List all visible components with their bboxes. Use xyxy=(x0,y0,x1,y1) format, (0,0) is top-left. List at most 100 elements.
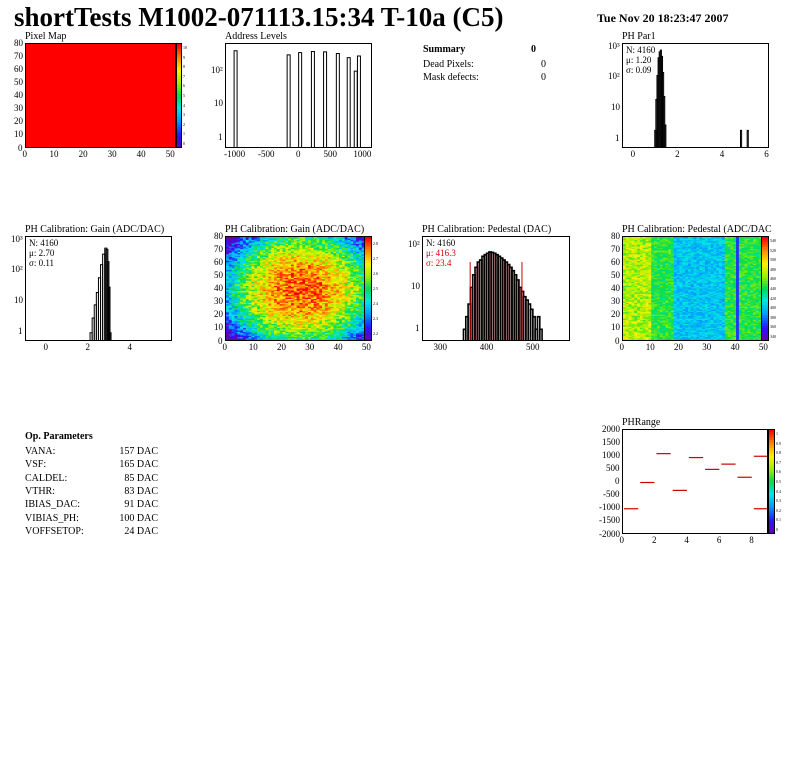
address-levels-title: Address Levels xyxy=(225,31,287,42)
y-tick-label: 70 xyxy=(14,50,23,61)
color-scale-step xyxy=(761,278,769,282)
color-scale-step xyxy=(176,85,182,89)
color-scale-step xyxy=(176,82,182,86)
color-scale-step xyxy=(176,124,182,128)
hist-bin xyxy=(538,328,543,340)
color-scale-step xyxy=(364,306,372,310)
pixel-map-plot xyxy=(25,43,176,148)
z-tick-label: 2.2 xyxy=(373,331,378,336)
z-tick-label: 2.4 xyxy=(373,301,378,306)
y-tick-label: 10 xyxy=(214,98,223,109)
color-scale-step xyxy=(768,463,775,467)
y-tick-label: 50 xyxy=(214,269,223,280)
y-tick-label: 10² xyxy=(608,71,620,82)
z-tick-label: 4 xyxy=(183,102,185,108)
color-scale-step xyxy=(364,285,372,289)
stat-n: N: 4160 xyxy=(626,45,656,55)
y-tick-label: 0 xyxy=(615,335,620,346)
color-scale-step xyxy=(176,103,182,107)
x-tick-label: 0 xyxy=(619,342,625,352)
color-scale-step xyxy=(176,43,182,47)
x-tick-label: 300 xyxy=(433,342,448,352)
z-tick-label: 360 xyxy=(770,324,776,330)
color-scale-step xyxy=(176,121,182,125)
y-tick-label: 30 xyxy=(214,296,223,307)
gain-hist-title: PH Calibration: Gain (ADC/DAC) xyxy=(25,224,165,235)
color-scale-step xyxy=(761,312,769,316)
color-scale-frame xyxy=(176,43,182,148)
z-tick-label: 400 xyxy=(770,305,776,311)
stat-mean: μ: 416.3 xyxy=(426,248,456,258)
color-scale-step xyxy=(176,90,182,94)
color-scale-step xyxy=(176,129,182,133)
y-tick-label: 20 xyxy=(214,309,223,320)
x-tick-label: 10 xyxy=(49,149,59,159)
color-scale-step xyxy=(176,100,182,104)
color-scale-step xyxy=(176,79,182,83)
color-scale-step xyxy=(176,64,182,68)
ph-range-plot xyxy=(622,429,768,534)
plot-canvas xyxy=(462,251,543,340)
x-tick-label: 0 xyxy=(43,342,49,352)
color-scale-step xyxy=(176,66,182,70)
color-scale-step xyxy=(768,471,775,475)
x-tick-label: 20 xyxy=(277,342,287,352)
color-scale-step xyxy=(768,502,775,506)
x-tick-label: 500 xyxy=(323,149,337,159)
color-scale-step xyxy=(768,457,775,461)
color-scale-bar xyxy=(364,236,372,341)
color-scale-step xyxy=(176,106,182,110)
color-scale-step xyxy=(768,442,775,446)
color-scale-bar xyxy=(761,236,769,341)
color-scale-step xyxy=(761,335,769,339)
color-scale-step xyxy=(364,267,372,271)
gain-map-plot xyxy=(225,236,372,341)
z-tick-label: 0.4 xyxy=(776,488,781,494)
color-scale-step xyxy=(176,142,182,146)
color-scale-step xyxy=(761,309,769,313)
y-tick-label: 20 xyxy=(611,309,620,320)
y-tick-label: 60 xyxy=(611,256,620,267)
x-tick-label: 6 xyxy=(764,149,769,159)
x-tick-label: 30 xyxy=(107,149,117,159)
color-scale-step xyxy=(176,95,182,99)
address-peak xyxy=(353,70,358,147)
y-tick-label: 60 xyxy=(214,256,223,267)
z-tick-label: 0 xyxy=(776,526,778,532)
color-scale-step xyxy=(761,333,769,337)
x-tick-label: 4 xyxy=(719,149,725,159)
z-tick-label: 2.6 xyxy=(373,271,378,276)
color-scale-step xyxy=(364,327,372,331)
color-scale-step xyxy=(364,296,372,300)
y-tick-label: -1500 xyxy=(599,515,620,526)
z-tick-label: 0.5 xyxy=(776,479,781,484)
y-tick-label: 1 xyxy=(218,132,223,143)
color-scale-step xyxy=(364,283,372,287)
x-tick-label: 4 xyxy=(127,342,133,352)
color-scale-bar xyxy=(768,429,775,534)
op-param-name: VIBIAS_PH: xyxy=(25,512,79,524)
pixel-map-title: Pixel Map xyxy=(25,31,67,42)
color-scale-step xyxy=(176,113,182,117)
color-scale-step xyxy=(176,77,182,81)
color-scale-step xyxy=(176,92,182,96)
color-scale-step xyxy=(768,455,775,459)
y-tick-label: 0 xyxy=(18,142,23,153)
dead-pixels-label: Dead Pixels: xyxy=(423,59,474,70)
color-scale-step xyxy=(768,450,775,454)
hist-bin xyxy=(746,129,749,147)
z-tick-label: 460 xyxy=(770,276,776,282)
mask-defects-value: 0 xyxy=(541,72,546,83)
color-scale-step xyxy=(761,314,769,318)
color-scale-step xyxy=(761,330,769,334)
color-scale-step xyxy=(768,484,775,488)
color-scale-step xyxy=(176,50,182,54)
z-tick-label: 1 xyxy=(776,431,778,437)
x-tick-label: 40 xyxy=(333,342,343,352)
z-tick-label: 3 xyxy=(183,112,185,118)
color-scale-step xyxy=(364,320,372,324)
color-scale-step xyxy=(761,241,769,245)
color-scale-step xyxy=(176,132,182,136)
op-param-name: VOFFSETOP: xyxy=(25,525,84,537)
z-tick-label: 0.7 xyxy=(776,459,781,465)
